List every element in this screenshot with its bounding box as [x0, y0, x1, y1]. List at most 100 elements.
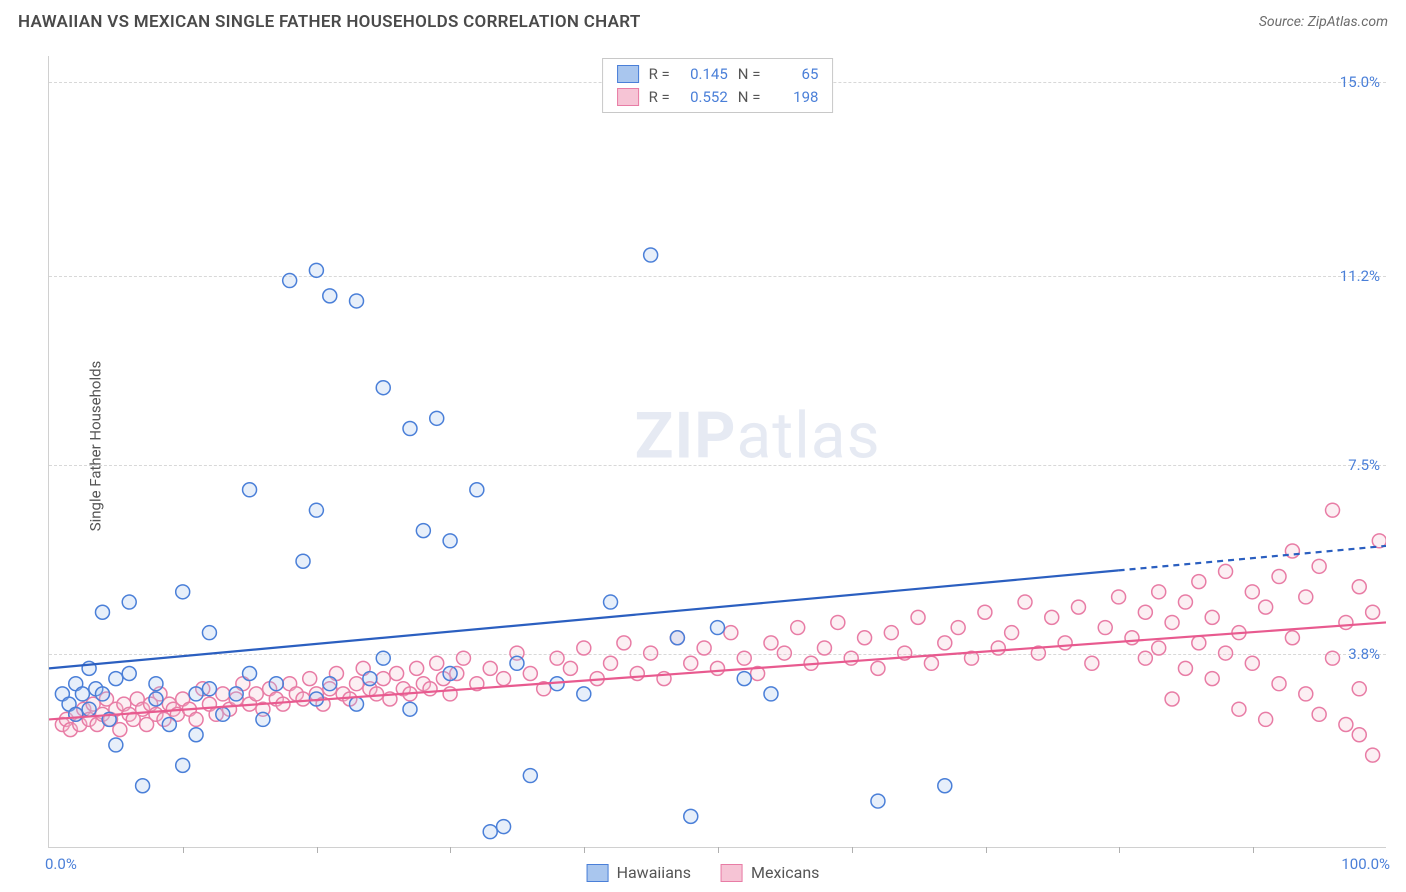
data-point: [737, 672, 751, 686]
series-legend: Hawaiians Mexicans: [587, 863, 820, 882]
data-point: [309, 263, 323, 277]
data-point: [1152, 585, 1166, 599]
x-tick: [1119, 847, 1120, 853]
legend-swatch: [617, 88, 639, 106]
legend-series-label: Mexicans: [751, 863, 819, 882]
data-point: [216, 687, 230, 701]
x-tick: [450, 847, 451, 853]
data-point: [1339, 615, 1353, 629]
legend-n-label: N =: [738, 86, 761, 109]
legend-r-value: 0.552: [680, 86, 728, 109]
data-point: [1192, 575, 1206, 589]
data-point: [817, 641, 831, 655]
data-point: [1071, 600, 1085, 614]
x-axis-max-label: 100.0%: [1341, 855, 1390, 873]
data-point: [176, 758, 190, 772]
data-point: [82, 702, 96, 716]
data-point: [109, 738, 123, 752]
data-point: [1312, 559, 1326, 573]
data-point: [777, 646, 791, 660]
legend-correlation-row: R =0.552N =198: [617, 86, 819, 109]
data-point: [323, 289, 337, 303]
data-point: [416, 524, 430, 538]
data-point: [403, 422, 417, 436]
data-point: [1312, 707, 1326, 721]
data-point: [1245, 585, 1259, 599]
data-point: [202, 682, 216, 696]
data-point: [1112, 590, 1126, 604]
chart-plot-area: R =0.145N =65R =0.552N =198 ZIPatlas 0.0…: [48, 56, 1386, 848]
data-point: [1352, 728, 1366, 742]
data-point: [1098, 621, 1112, 635]
data-point: [791, 621, 805, 635]
data-point: [483, 661, 497, 675]
data-point: [95, 605, 109, 619]
data-point: [1352, 682, 1366, 696]
data-point: [189, 712, 203, 726]
data-point: [1178, 661, 1192, 675]
data-point: [630, 666, 644, 680]
data-point: [1165, 615, 1179, 629]
data-point: [871, 661, 885, 675]
data-point: [1272, 570, 1286, 584]
data-point: [938, 636, 952, 650]
legend-series-label: Hawaiians: [617, 863, 691, 882]
data-point: [510, 656, 524, 670]
data-point: [122, 595, 136, 609]
x-tick: [183, 847, 184, 853]
legend-n-value: 65: [770, 63, 818, 86]
data-point: [403, 702, 417, 716]
data-point: [911, 610, 925, 624]
data-point: [269, 677, 283, 691]
data-point: [1326, 503, 1340, 517]
data-point: [1058, 636, 1072, 650]
data-point: [697, 641, 711, 655]
data-point: [1085, 656, 1099, 670]
data-point: [243, 483, 257, 497]
legend-n-value: 198: [770, 86, 818, 109]
legend-r-label: R =: [649, 63, 670, 86]
data-point: [497, 820, 511, 834]
data-point: [189, 687, 203, 701]
x-tick: [584, 847, 585, 853]
data-point: [1299, 687, 1313, 701]
x-tick: [986, 847, 987, 853]
data-point: [390, 666, 404, 680]
data-point: [1299, 590, 1313, 604]
data-point: [309, 503, 323, 517]
legend-swatch: [617, 65, 639, 83]
correlation-legend: R =0.145N =65R =0.552N =198: [602, 58, 834, 113]
data-point: [684, 809, 698, 823]
data-point: [122, 666, 136, 680]
legend-r-value: 0.145: [680, 63, 728, 86]
data-point: [670, 631, 684, 645]
data-point: [443, 666, 457, 680]
data-point: [376, 381, 390, 395]
data-point: [296, 692, 310, 706]
data-point: [189, 728, 203, 742]
data-point: [483, 825, 497, 839]
data-point: [283, 274, 297, 288]
data-point: [350, 677, 364, 691]
x-tick: [718, 847, 719, 853]
legend-swatch: [721, 864, 743, 882]
data-point: [1018, 595, 1032, 609]
data-point: [1232, 702, 1246, 716]
data-point: [1219, 564, 1233, 578]
data-point: [1259, 712, 1273, 726]
data-point: [1366, 605, 1380, 619]
data-point: [69, 707, 83, 721]
data-point: [243, 666, 257, 680]
regression-line-extrapolated: [1119, 546, 1386, 570]
data-point: [991, 641, 1005, 655]
data-point: [1192, 636, 1206, 650]
legend-series-item: Mexicans: [721, 863, 819, 882]
data-point: [350, 697, 364, 711]
x-tick: [1253, 847, 1254, 853]
data-point: [858, 631, 872, 645]
legend-n-label: N =: [738, 63, 761, 86]
data-point: [764, 687, 778, 701]
data-point: [456, 651, 470, 665]
data-point: [430, 411, 444, 425]
data-point: [951, 621, 965, 635]
